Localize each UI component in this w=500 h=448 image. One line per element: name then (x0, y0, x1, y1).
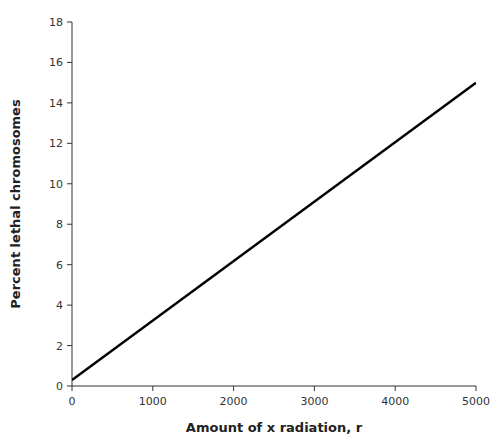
x-axis-label: Amount of x radiation, r (186, 420, 363, 435)
x-tick-label: 2000 (220, 395, 248, 408)
y-tick-label: 18 (49, 16, 63, 29)
y-tick (67, 264, 72, 265)
y-tick-label: 16 (49, 56, 63, 69)
chart-container: 0 1000 2000 3000 4000 5000 0 2 4 6 8 10 12 14 16 18 Amou… (0, 0, 500, 448)
y-tick (67, 386, 72, 387)
y-tick (67, 62, 72, 63)
plot-area (72, 83, 476, 380)
x-tick (72, 386, 73, 391)
data-line (72, 83, 476, 380)
x-tick-label: 4000 (381, 395, 409, 408)
x-tick-label: 0 (69, 395, 76, 408)
x-tick (152, 386, 153, 391)
x-tick (476, 386, 477, 391)
y-tick-label: 4 (56, 299, 63, 312)
x-axis-line (72, 386, 476, 387)
x-tick-label: 5000 (462, 395, 490, 408)
y-tick-label: 14 (49, 97, 63, 110)
y-tick (67, 345, 72, 346)
y-tick (67, 143, 72, 144)
y-axis-line (72, 22, 73, 386)
x-tick (233, 386, 234, 391)
y-tick-label: 8 (56, 218, 63, 231)
x-tick (314, 386, 315, 391)
x-tick-label: 1000 (139, 395, 167, 408)
y-tick-label: 12 (49, 137, 63, 150)
y-tick-label: 10 (49, 178, 63, 191)
y-tick (67, 22, 72, 23)
x-tick-label: 3000 (300, 395, 328, 408)
y-tick (67, 102, 72, 103)
axes: 0 1000 2000 3000 4000 5000 0 2 4 6 8 10 12 14 16 18 (49, 16, 490, 408)
y-tick-label: 2 (56, 340, 63, 353)
y-tick-label: 0 (56, 380, 63, 393)
chart-svg: 0 1000 2000 3000 4000 5000 0 2 4 6 8 10 12 14 16 18 Amou… (0, 0, 500, 448)
y-tick-label: 6 (56, 259, 63, 272)
y-tick (67, 224, 72, 225)
y-axis-label: Percent lethal chromosomes (8, 99, 23, 309)
y-tick (67, 305, 72, 306)
y-tick (67, 183, 72, 184)
x-tick (395, 386, 396, 391)
